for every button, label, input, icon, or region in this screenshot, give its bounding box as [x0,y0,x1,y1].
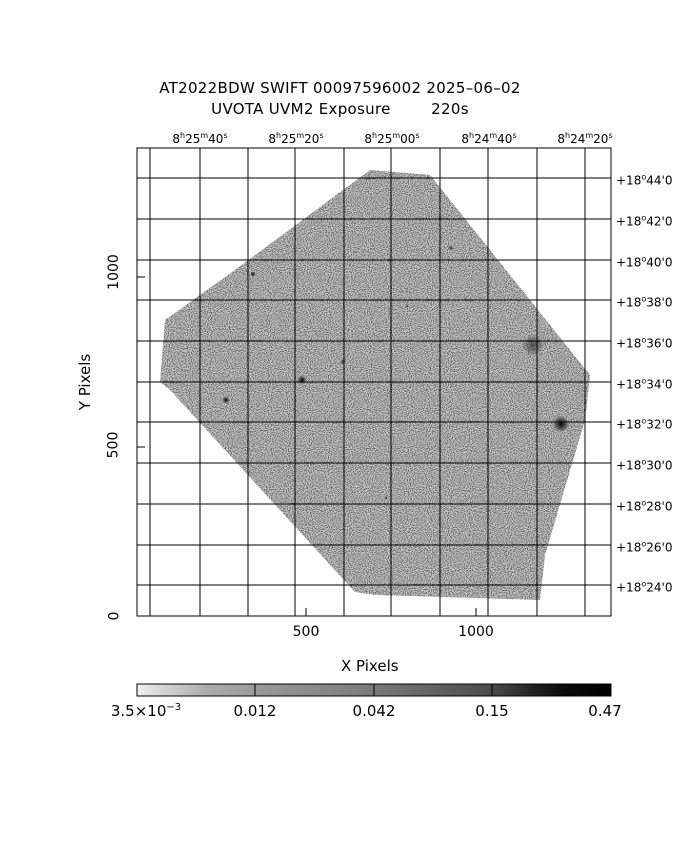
x-tick-label: 500 [292,624,320,640]
dec-tick-label: +18o40'0 [616,254,673,270]
dec-tick-label: +18o34'0 [616,376,673,392]
ra-tick-label: 8h25m20s [268,131,324,146]
point-source [250,271,256,277]
colorbar-label: 0.15 [475,702,509,720]
dec-tick-label: +18o30'0 [616,457,673,473]
y-axis-title: Y Pixels [76,353,95,411]
colorbar-label: 3.5×10−3 [110,702,182,720]
y-tick-label: 0 [106,611,123,621]
ra-tick-label: 8h24m20s [557,131,613,146]
ra-tick-label: 8h24m40s [461,131,517,146]
x-tick-label: 1000 [458,624,494,640]
ra-tick-label: 8h25m40s [172,131,228,146]
dec-tick-label: +18o36'0 [616,335,673,351]
wcs-grid [137,148,611,616]
dec-tick-label: +18o26'0 [616,539,673,555]
colorbar-label: 0.042 [352,702,396,720]
dec-tick-label: +18o44'0 [616,172,673,188]
dec-tick-label: +18o28'0 [616,498,673,514]
y-tick-label: 500 [105,431,122,459]
dec-tick-label: +18o24'0 [616,579,673,595]
point-source [297,375,307,385]
plot-subtitle: UVOTA UVM2 Exposure 220s [211,100,469,118]
extended-source [521,333,545,357]
dec-tick-label: +18o38'0 [616,294,673,310]
x-axis-title: X Pixels [341,657,399,675]
ra-tick-label: 8h25m00s [364,131,420,146]
colorbar-label: 0.47 [588,702,622,720]
y-tick-label: 1000 [105,254,122,290]
colorbar [136,683,612,697]
point-source [222,396,230,404]
point-source [340,359,346,365]
colorbar-label: 0.012 [233,702,277,720]
point-source [448,245,454,251]
bright-source [552,415,570,433]
plot-title: AT2022BDW SWIFT 00097596002 2025–06–02 [159,79,521,97]
point-source [405,304,409,308]
point-source [384,496,388,500]
dec-tick-label: +18o32'0 [616,416,673,432]
dec-tick-label: +18o42'0 [616,213,673,229]
exposure-footprint [160,170,590,600]
